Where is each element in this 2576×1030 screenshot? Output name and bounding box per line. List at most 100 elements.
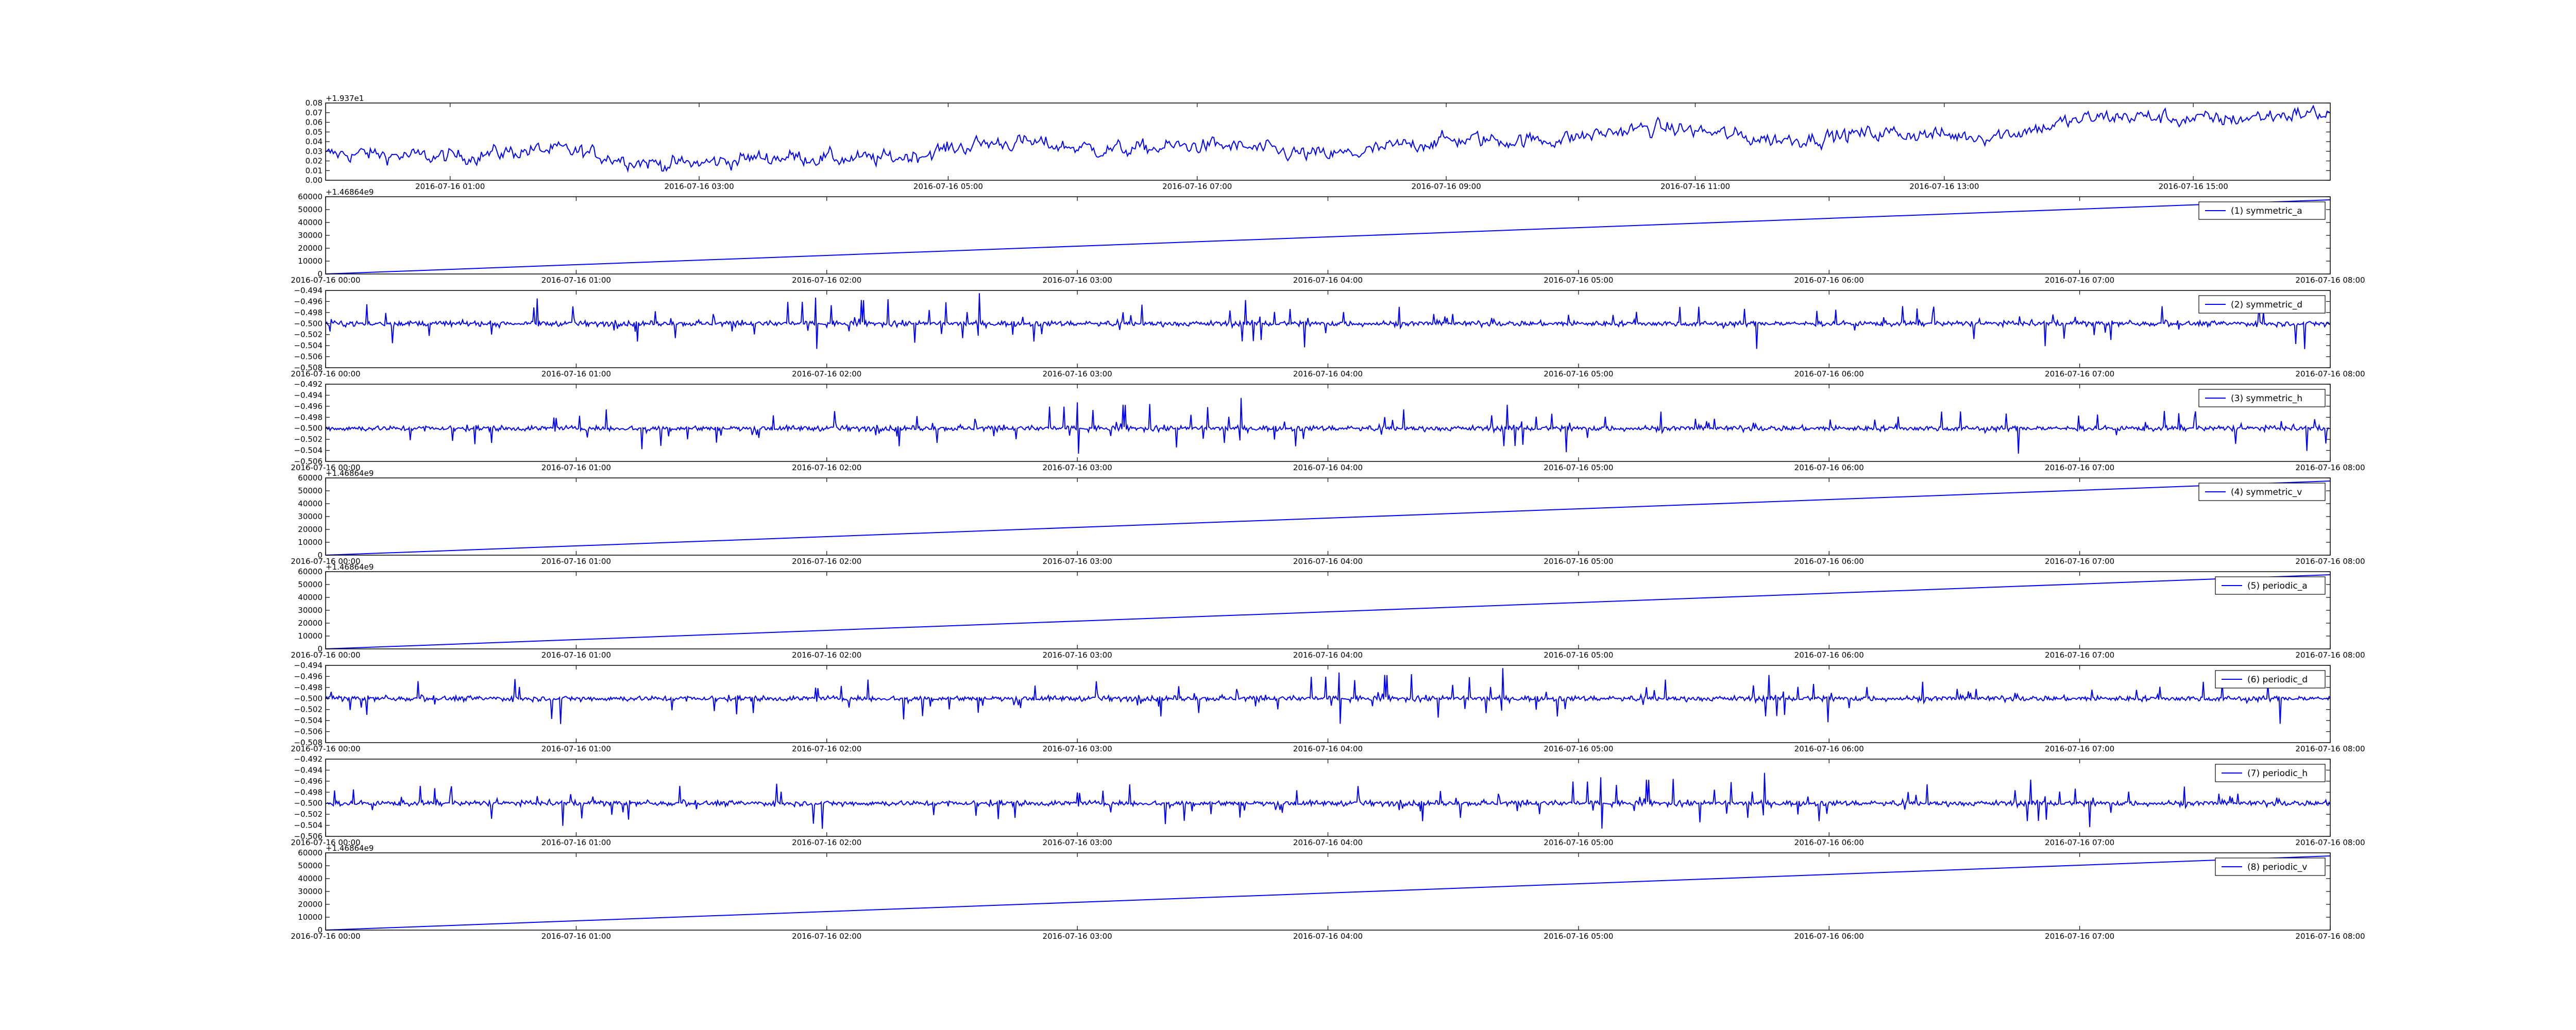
- series-line: [325, 398, 2331, 454]
- x-tick-label: 2016-07-16 00:00: [291, 463, 360, 472]
- x-tick-label: 2016-07-16 11:00: [1660, 182, 1730, 191]
- y-tick-label: −0.508: [294, 738, 323, 747]
- y-tick-label: 0.05: [306, 127, 323, 136]
- series-line: [325, 668, 2331, 724]
- x-tick-label: 2016-07-16 08:00: [2295, 838, 2365, 847]
- x-tick-label: 2016-07-16 07:00: [2045, 463, 2114, 472]
- x-tick-label: 2016-07-16 05:00: [1544, 838, 1613, 847]
- y-tick-label: 30000: [298, 887, 323, 896]
- y-tick-label: 0: [317, 551, 323, 560]
- y-tick-label: −0.498: [294, 787, 323, 797]
- y-tick-label: −0.494: [294, 661, 323, 670]
- x-tick-label: 2016-07-16 04:00: [1293, 557, 1363, 566]
- y-tick-label: 60000: [298, 192, 323, 201]
- y-tick-label: −0.504: [294, 716, 323, 725]
- legend: (8) periodic_v: [2215, 857, 2326, 876]
- x-tick-label: 2016-07-16 00:00: [291, 369, 360, 379]
- y-tick-label: 10000: [298, 913, 323, 922]
- y-tick-label: −0.500: [294, 424, 323, 433]
- x-tick-label: 2016-07-16 00:00: [291, 650, 360, 660]
- y-tick-label: 60000: [298, 473, 323, 483]
- x-tick-label: 2016-07-16 02:00: [792, 744, 861, 753]
- y-tick-label: 40000: [298, 593, 323, 602]
- y-tick-label: −0.504: [294, 341, 323, 350]
- x-tick-label: 2016-07-16 04:00: [1293, 369, 1363, 379]
- x-tick-label: 2016-07-16 08:00: [2295, 557, 2365, 566]
- subplot-8: −0.506 −0.504 −0.502 −0.500 −0.498−0.496 −0.4…: [291, 754, 2365, 847]
- x-tick-label: 2016-07-16 01:00: [541, 838, 611, 847]
- y-tick-label: 0: [317, 925, 323, 935]
- legend: (6) periodic_d: [2215, 670, 2326, 689]
- x-tick-label: 2016-07-16 07:00: [2045, 369, 2114, 379]
- y-tick-label: 0.06: [306, 118, 323, 127]
- y-tick-label: −0.506: [294, 457, 323, 466]
- legend: (2) symmetric_d: [2198, 295, 2326, 314]
- y-tick-label: −0.502: [294, 330, 323, 339]
- x-tick-label: 2016-07-16 03:00: [664, 182, 734, 191]
- x-tick-label: 2016-07-16 03:00: [1043, 463, 1112, 472]
- x-tick-label: 2016-07-16 08:00: [2295, 276, 2365, 285]
- y-tick-label: −0.502: [294, 810, 323, 819]
- y-tick-label: −0.506: [294, 352, 323, 362]
- x-tick-label: 2016-07-16 07:00: [2045, 557, 2114, 566]
- series-line: [325, 105, 2331, 173]
- series-line: [325, 855, 2331, 931]
- y-tick-label: 10000: [298, 631, 323, 641]
- y-tick-label: −0.494: [294, 390, 323, 400]
- x-tick-label: 2016-07-16 02:00: [792, 463, 861, 472]
- subplot-6: 0 10000 20000 30000 40000 50000 60000 2016-07-1…: [291, 562, 2365, 660]
- y-tick-label: 40000: [298, 874, 323, 883]
- x-tick-label: 2016-07-16 03:00: [1043, 650, 1112, 660]
- subplot-1: 0.000.010.020.030.040.050.060.070.08 2016…: [306, 94, 2331, 191]
- x-tick-label: 2016-07-16 02:00: [792, 932, 861, 941]
- x-tick-label: 2016-07-16 01:00: [415, 182, 485, 191]
- x-tick-label: 2016-07-16 06:00: [1794, 369, 1864, 379]
- axes-frame: [325, 290, 2331, 368]
- y-tick-label: −0.502: [294, 705, 323, 714]
- x-tick-label: 2016-07-16 04:00: [1293, 932, 1363, 941]
- y-tick-label: −0.496: [294, 402, 323, 411]
- x-tick-label: 2016-07-16 03:00: [1043, 276, 1112, 285]
- x-tick-label: 2016-07-16 13:00: [1909, 182, 1979, 191]
- x-tick-label: 2016-07-16 03:00: [1043, 557, 1112, 566]
- y-tick-label: 0.00: [306, 176, 323, 185]
- y-tick-label: 0.04: [306, 137, 323, 146]
- x-tick-label: 2016-07-16 06:00: [1794, 838, 1864, 847]
- legend-label: (7) periodic_h: [2247, 768, 2308, 779]
- y-tick-label: −0.496: [294, 777, 323, 786]
- y-tick-label: 20000: [298, 525, 323, 534]
- x-tick-label: 2016-07-16 07:00: [2045, 744, 2114, 753]
- x-tick-label: 2016-07-16 02:00: [792, 650, 861, 660]
- x-tick-label: 2016-07-16 09:00: [1412, 182, 1481, 191]
- x-tick-label: 2016-07-16 08:00: [2295, 463, 2365, 472]
- offset-text: +1.46864e9: [326, 469, 374, 478]
- x-tick-label: 2016-07-16 04:00: [1293, 744, 1363, 753]
- y-tick-label: 20000: [298, 244, 323, 253]
- x-tick-label: 2016-07-16 07:00: [2045, 276, 2114, 285]
- legend-label: (3) symmetric_h: [2231, 393, 2302, 404]
- series-line: [325, 480, 2331, 556]
- x-tick-label: 2016-07-16 04:00: [1293, 838, 1363, 847]
- offset-text: +1.46864e9: [326, 844, 374, 853]
- y-tick-label: 30000: [298, 231, 323, 240]
- x-tick-label: 2016-07-16 00:00: [291, 744, 360, 753]
- x-tick-label: 2016-07-16 08:00: [2295, 932, 2365, 941]
- legend-label: (1) symmetric_a: [2231, 206, 2302, 216]
- y-tick-label: 30000: [298, 512, 323, 521]
- x-tick-label: 2016-07-16 08:00: [2295, 369, 2365, 379]
- x-tick-label: 2016-07-16 02:00: [792, 838, 861, 847]
- legend: (4) symmetric_v: [2198, 483, 2326, 501]
- series-line: [325, 199, 2331, 274]
- x-tick-label: 2016-07-16 05:00: [1544, 650, 1613, 660]
- x-tick-label: 2016-07-16 06:00: [1794, 932, 1864, 941]
- y-tick-label: 0.02: [306, 157, 323, 166]
- series-line: [325, 574, 2331, 649]
- y-tick-label: 0: [317, 269, 323, 279]
- x-tick-label: 2016-07-16 05:00: [1544, 369, 1613, 379]
- y-tick-label: 50000: [298, 205, 323, 214]
- y-tick-label: 0.01: [306, 166, 323, 175]
- x-tick-label: 2016-07-16 00:00: [291, 838, 360, 847]
- x-tick-label: 2016-07-16 06:00: [1794, 744, 1864, 753]
- x-tick-label: 2016-07-16 06:00: [1794, 650, 1864, 660]
